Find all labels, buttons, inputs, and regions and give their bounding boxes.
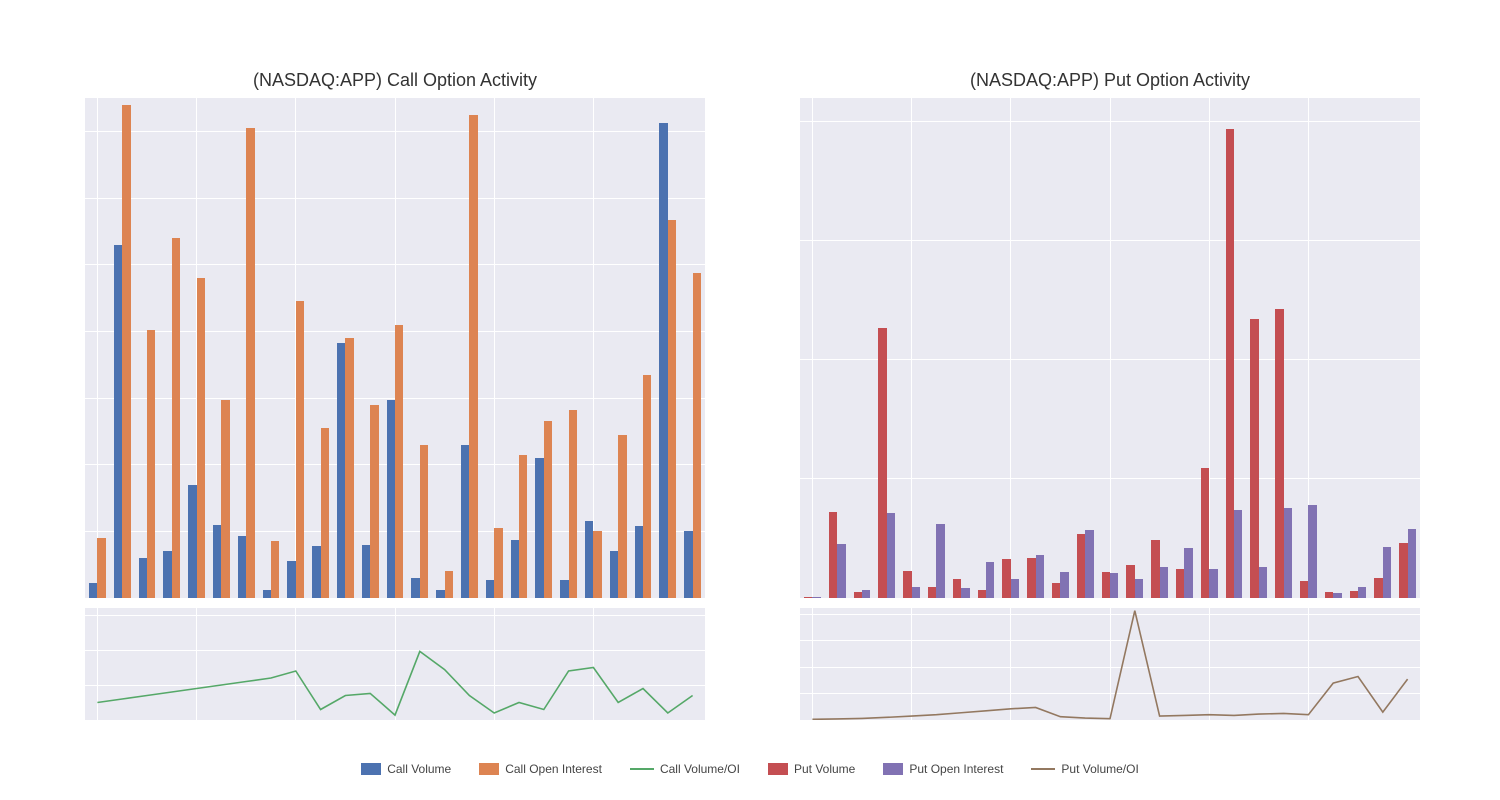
legend-item: Put Open Interest xyxy=(883,762,1003,776)
put-bar-chart: 05k10k15k20k xyxy=(800,98,1420,598)
legend-item: Call Volume/OI xyxy=(630,762,740,776)
put-chart-title: (NASDAQ:APP) Put Option Activity xyxy=(800,70,1420,91)
call-chart-title: (NASDAQ:APP) Call Option Activity xyxy=(85,70,705,91)
call-bar-chart: 02k4k6k8k10k12k14k xyxy=(85,98,705,598)
legend-item: Put Volume/OI xyxy=(1031,762,1138,776)
legend-item: Call Volume xyxy=(361,762,451,776)
legend-item: Put Volume xyxy=(768,762,855,776)
put-ratio-chart: 0200400600800Aug 252024Sep 8Sep 22Oct 6O… xyxy=(800,608,1420,720)
figure: (NASDAQ:APP) Call Option Activity 02k4k6… xyxy=(0,0,1500,800)
legend-item: Call Open Interest xyxy=(479,762,602,776)
legend: Call Volume Call Open Interest Call Volume… xyxy=(0,762,1500,776)
call-ratio-chart: 00.511.5Aug 252024Sep 8Sep 22Oct 6Oct 20… xyxy=(85,608,705,720)
